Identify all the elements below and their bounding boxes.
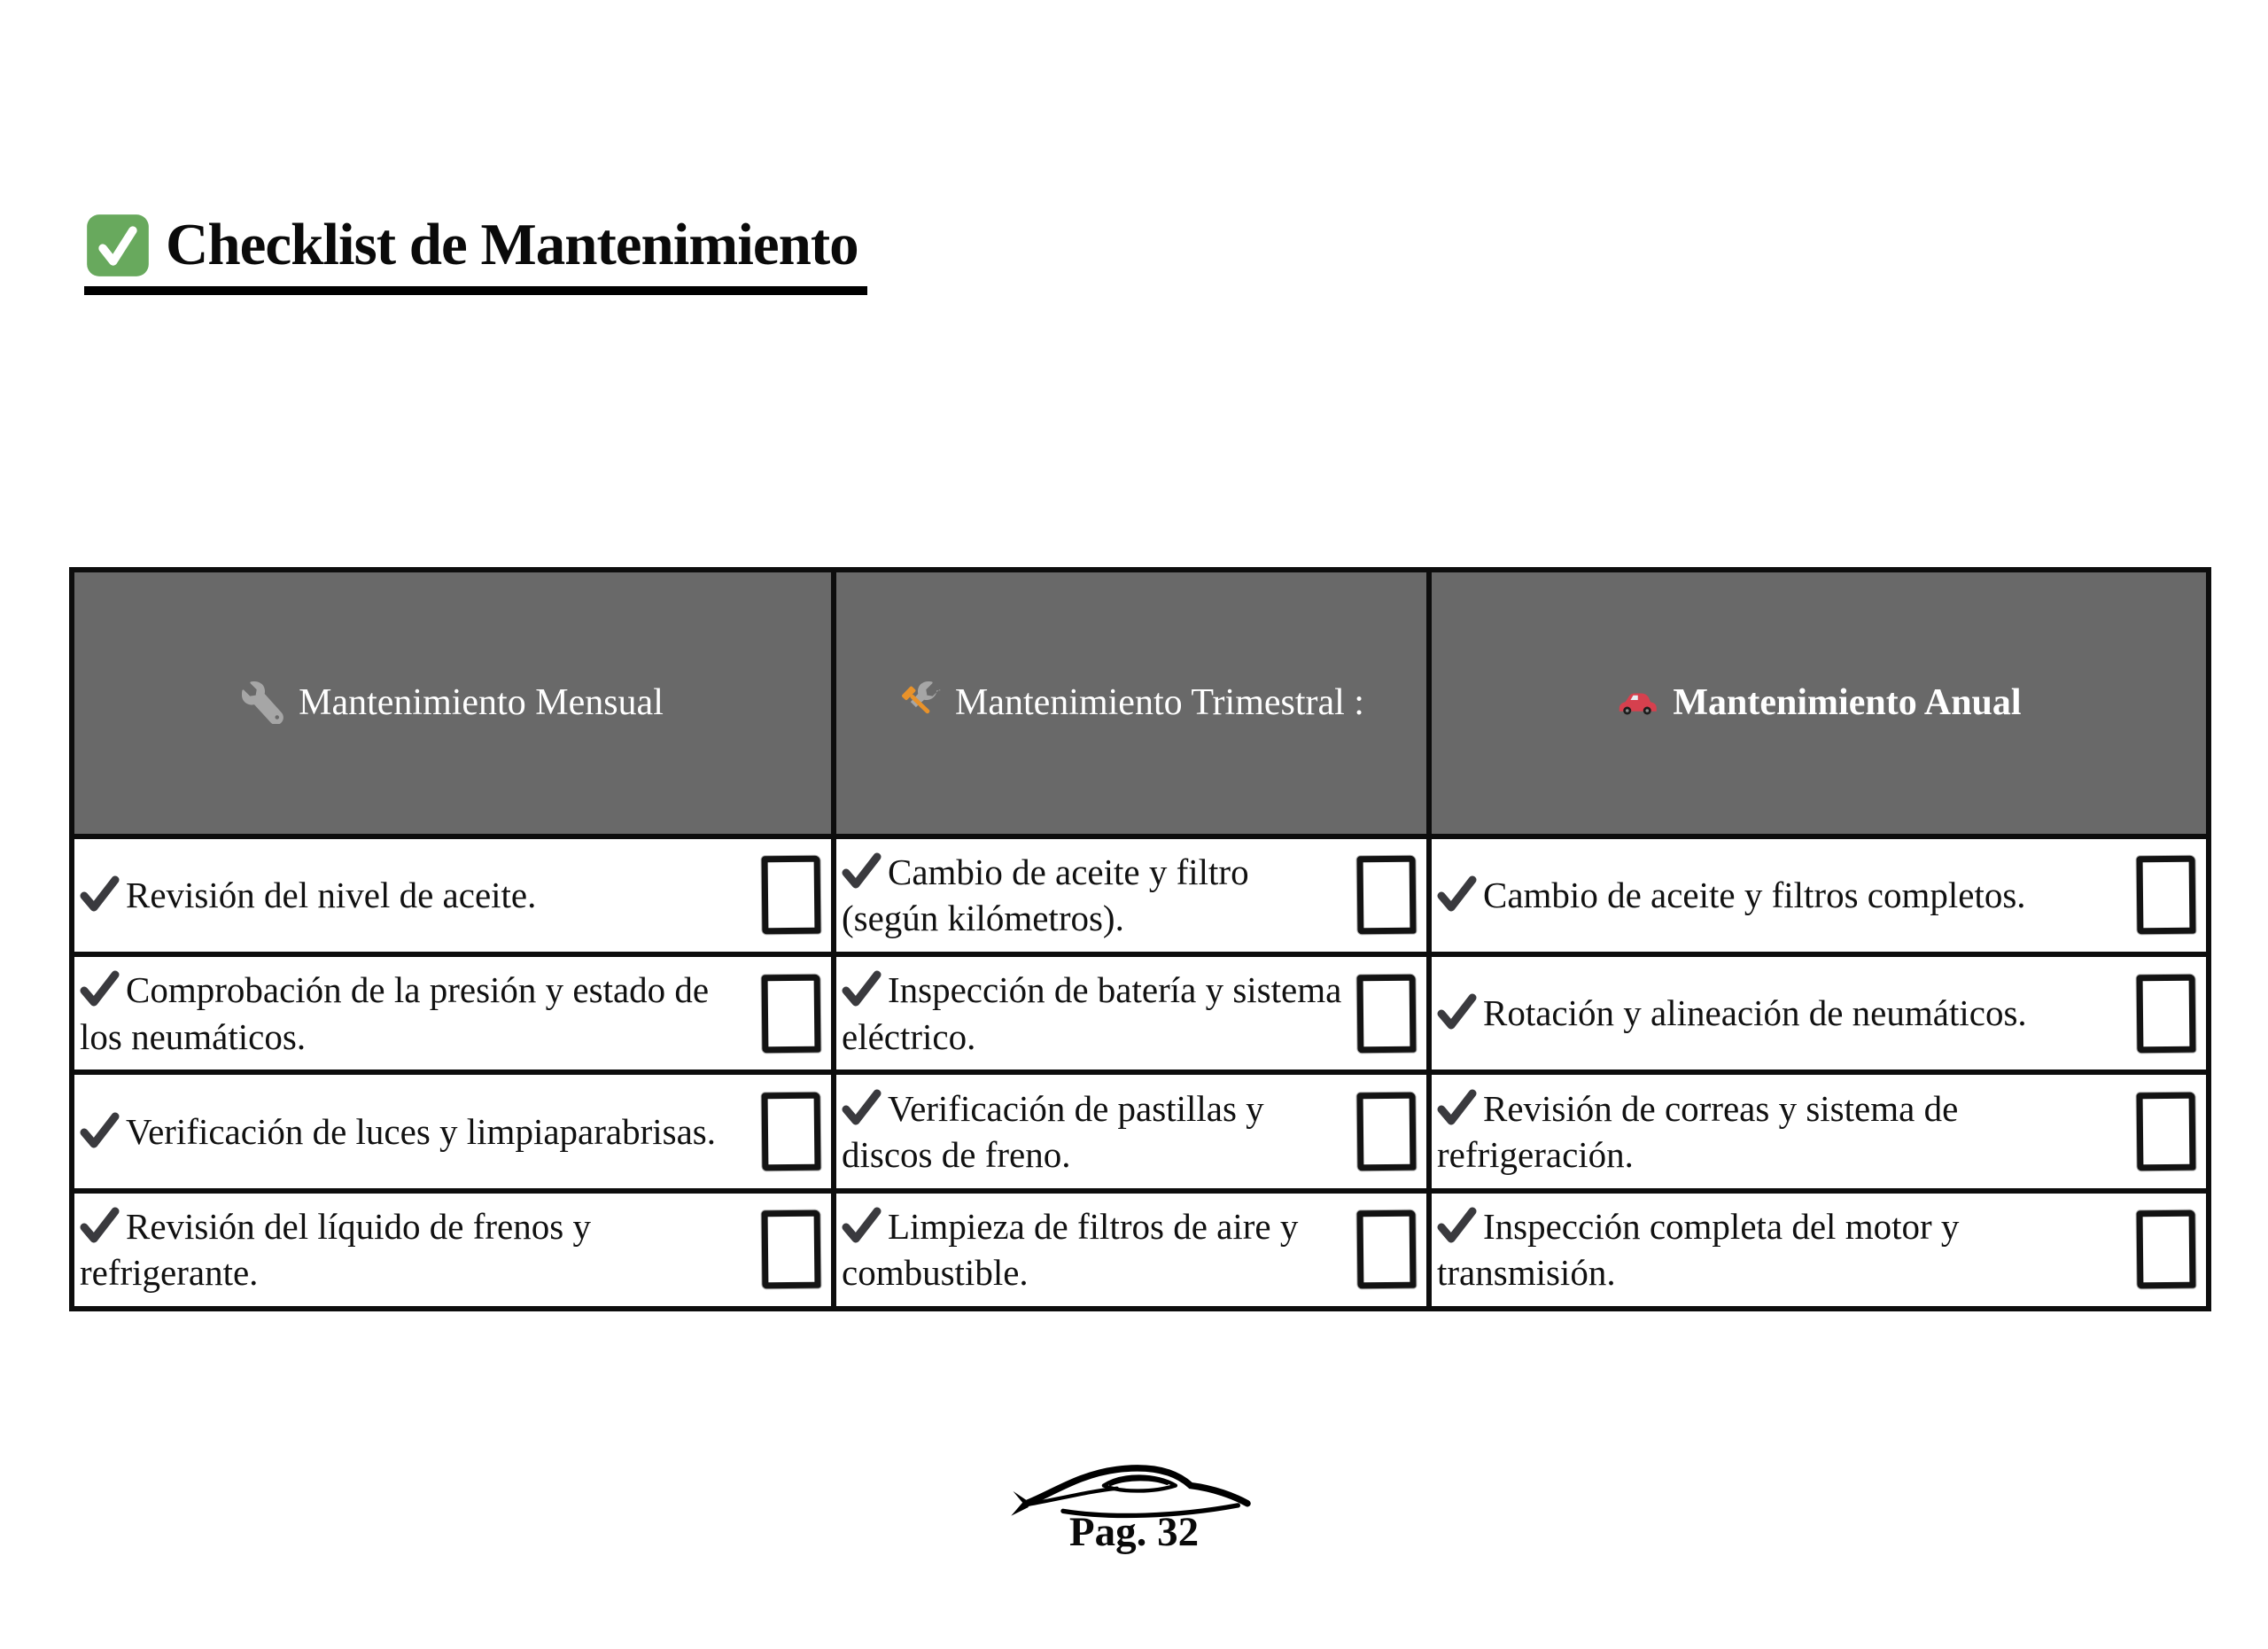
checklist-cell: Revisión del líquido de frenos y refrige… (69, 1187, 836, 1312)
task-checkbox[interactable] (761, 1210, 821, 1289)
task-checkbox[interactable] (2136, 1092, 2196, 1171)
task-label: Inspección completa del motor y transmis… (1437, 1205, 1960, 1294)
task-label: Rotación y alineación de neumáticos. (1437, 990, 2132, 1036)
page-title-text: Checklist de Mantenimiento (166, 212, 859, 277)
checklist-cell: Revisión del nivel de aceite. (69, 833, 836, 958)
task-checkbox[interactable] (1356, 856, 1417, 935)
page-title: Checklist de Mantenimiento (84, 211, 867, 295)
checklist-cell: Inspección de batería y sistema eléctric… (831, 952, 1432, 1076)
checklist-cell: Limpieza de filtros de aire y combustibl… (831, 1187, 1432, 1312)
column-header-trimestral: Mantenimiento Trimestral : (831, 567, 1432, 839)
task-label: Verificación de luces y limpiaparabrisas… (80, 1108, 757, 1155)
check-mark-icon (842, 1089, 882, 1126)
task-label: Cambio de aceite y filtro (según kilómet… (842, 851, 1249, 939)
check-mark-icon (80, 970, 120, 1007)
checklist-cell: Inspección completa del motor y transmis… (1426, 1187, 2211, 1312)
task-checkbox[interactable] (2136, 856, 2196, 935)
task-label: Comprobación de la presión y estado de l… (80, 969, 710, 1057)
task-checkbox[interactable] (2136, 974, 2196, 1054)
task-label: Revisión del nivel de aceite. (80, 872, 757, 918)
check-mark-icon (842, 970, 882, 1007)
checklist-cell: Comprobación de la presión y estado de l… (69, 952, 836, 1076)
checklist-cell: Revisión de correas y sistema de refrige… (1426, 1070, 2211, 1194)
task-checkbox[interactable] (761, 856, 821, 935)
column-header-label: Mantenimiento Mensual (299, 682, 664, 724)
check-mark-icon (842, 1207, 882, 1244)
checklist-cell: Cambio de aceite y filtro (según kilómet… (831, 833, 1432, 958)
task-label: Cambio de aceite y filtros completos. (1437, 872, 2132, 918)
task-checkbox[interactable] (1356, 974, 1417, 1054)
task-label: Limpieza de filtros de aire y combustibl… (842, 1205, 1299, 1294)
column-header-mensual: Mantenimiento Mensual (69, 567, 836, 839)
task-label: Inspección de batería y sistema eléctric… (842, 969, 1342, 1057)
task-checkbox[interactable] (1356, 1210, 1417, 1289)
task-checkbox[interactable] (1356, 1092, 1417, 1171)
task-label: Verificación de pastillas y discos de fr… (842, 1087, 1264, 1175)
maintenance-checklist-table: Mantenimiento Mensual Mantenimiento Trim… (69, 567, 2211, 1312)
check-mark-icon (80, 875, 120, 913)
column-header-label: Mantenimiento Anual (1673, 682, 2022, 724)
hammer-and-wrench-icon (898, 681, 941, 724)
column-header-anual: Mantenimiento Anual (1426, 567, 2211, 839)
column-header-label: Mantenimiento Trimestral : (955, 682, 1364, 724)
checklist-cell: Cambio de aceite y filtros completos. (1426, 833, 2211, 958)
checklist-cell: Rotación y alineación de neumáticos. (1426, 952, 2211, 1076)
check-mark-icon (842, 852, 882, 890)
task-checkbox[interactable] (2136, 1210, 2196, 1289)
check-mark-button-icon (84, 212, 151, 279)
checklist-cell: Verificación de luces y limpiaparabrisas… (69, 1070, 836, 1194)
check-mark-icon (80, 1207, 120, 1244)
red-car-icon (1616, 681, 1658, 724)
check-mark-icon (1437, 1207, 1478, 1244)
task-checkbox[interactable] (761, 974, 821, 1054)
check-mark-icon (1437, 993, 1478, 1031)
check-mark-icon (1437, 875, 1478, 913)
task-checkbox[interactable] (761, 1092, 821, 1171)
checklist-cell: Verificación de pastillas y discos de fr… (831, 1070, 1432, 1194)
wrench-icon (242, 681, 284, 724)
page-footer: Pag. 32 (0, 1450, 2268, 1556)
task-label: Revisión de correas y sistema de refrige… (1437, 1087, 1959, 1175)
task-label: Revisión del líquido de frenos y refrige… (80, 1205, 591, 1294)
check-mark-icon (1437, 1089, 1478, 1126)
check-mark-icon (80, 1112, 120, 1149)
page-number: Pag. 32 (1068, 1509, 1200, 1555)
